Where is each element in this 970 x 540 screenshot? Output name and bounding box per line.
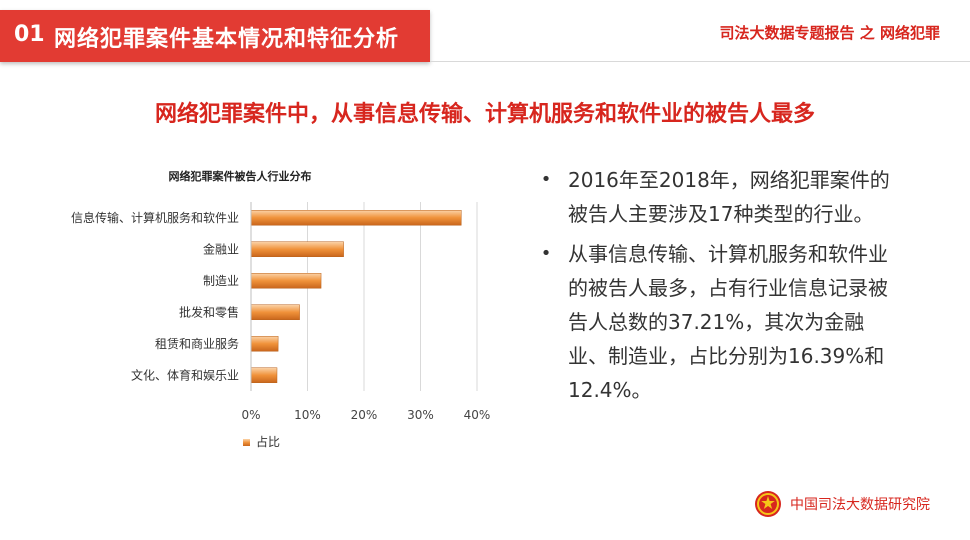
bar (250, 241, 344, 257)
bullet-text: 从事信息传输、计算机服务和软件业的被告人最多，占有行业信息记录被告人总数的37.… (568, 242, 888, 402)
section-number: 01 (14, 22, 45, 47)
category-label: 租赁和商业服务 (155, 336, 239, 351)
bullet-list: • 2016年至2018年，网络犯罪案件的被告人主要涉及17种类型的行业。 • … (536, 163, 896, 413)
x-tick-label: 0% (241, 408, 260, 422)
section-header: 01 网络犯罪案件基本情况和特征分析 (0, 10, 430, 62)
category-label: 文化、体育和娱乐业 (131, 367, 239, 382)
bullet-item: • 2016年至2018年，网络犯罪案件的被告人主要涉及17种类型的行业。 (536, 163, 896, 231)
chart-title: 网络犯罪案件被告人行业分布 (168, 170, 312, 183)
legend-swatch (243, 439, 250, 446)
bar (250, 273, 322, 289)
report-series-title: 司法大数据专题报告 之 网络犯罪 (719, 24, 940, 42)
category-label: 制造业 (203, 274, 239, 288)
section-title: 网络犯罪案件基本情况和特征分析 (54, 27, 400, 52)
bar (250, 336, 279, 352)
category-label: 批发和零售 (179, 304, 239, 319)
bullet-dot-icon: • (540, 169, 552, 190)
bullet-text: 2016年至2018年，网络犯罪案件的被告人主要涉及17种类型的行业。 (568, 168, 890, 226)
bar (250, 367, 278, 383)
bullet-dot-icon: • (540, 243, 552, 264)
bullet-item: • 从事信息传输、计算机服务和软件业的被告人最多，占有行业信息记录被告人总数的3… (536, 237, 896, 407)
category-label: 信息传输、计算机服务和软件业 (71, 210, 239, 225)
legend-label: 占比 (256, 434, 280, 449)
industry-bar-chart: 0% 10% 20% 30% 40% 信息传输、计算机服务和软件业金融业制造业批发和零售租… (71, 202, 491, 449)
bar (250, 210, 462, 226)
x-tick-label: 40% (464, 408, 491, 422)
x-tick-label: 10% (294, 408, 321, 422)
x-tick-label: 20% (351, 408, 378, 422)
header-divider (430, 61, 970, 62)
category-label: 金融业 (203, 241, 239, 256)
bar (250, 304, 300, 320)
slide-subtitle: 网络犯罪案件中，从事信息传输、计算机服务和软件业的被告人最多 (154, 102, 815, 127)
footer: 中国司法大数据研究院 (754, 490, 930, 518)
x-tick-label: 30% (407, 408, 434, 422)
footer-institute: 中国司法大数据研究院 (790, 497, 930, 513)
national-emblem-icon (755, 491, 781, 517)
